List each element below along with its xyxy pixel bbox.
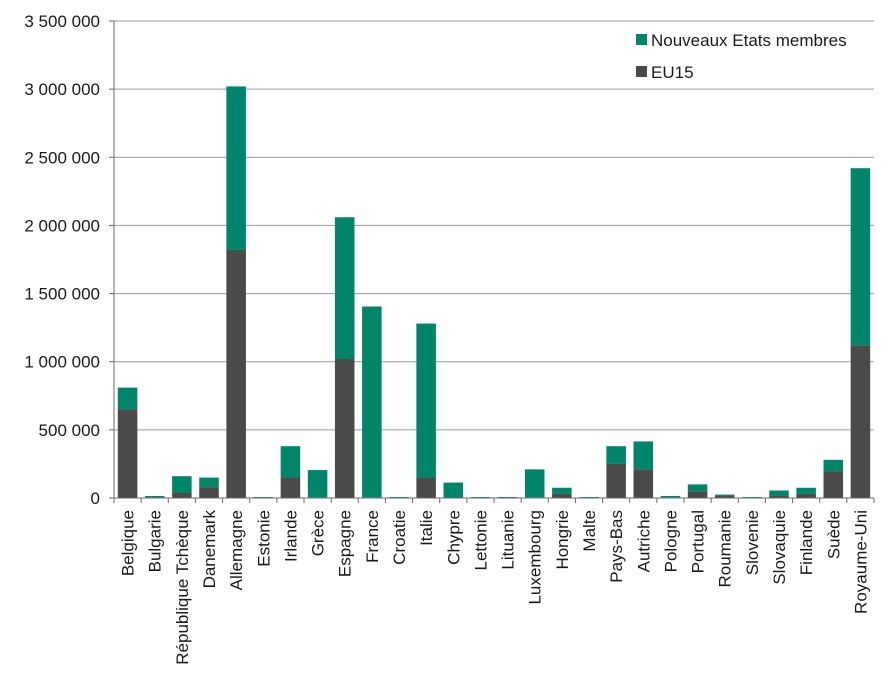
bar-nouveaux-etats-membres: [226, 86, 246, 250]
bar-nouveaux-etats-membres: [307, 470, 328, 498]
bar-nouveaux-etats-membres: [199, 477, 219, 488]
x-tick-label: France: [363, 510, 382, 563]
bar-eu15: [416, 477, 436, 498]
legend-swatch-eu15: [636, 66, 647, 77]
bar-nouveaux-etats-membres: [117, 387, 138, 410]
x-tick-label: Bulgarie: [146, 510, 165, 572]
x-tick-label: Lettonie: [471, 510, 490, 570]
bar-eu15: [606, 463, 626, 498]
bar-nouveaux-etats-membres: [497, 497, 518, 498]
bar-nouveaux-etats-membres: [362, 306, 382, 498]
x-tick-label: Slovaquie: [770, 510, 789, 585]
x-tick-label: Belgique: [119, 510, 138, 576]
bar-nouveaux-etats-membres: [796, 487, 816, 494]
x-tick-label: Slovenie: [743, 510, 762, 575]
x-tick-label: Suède: [824, 510, 843, 559]
x-tick-label: Lituanie: [499, 510, 518, 570]
bar-nouveaux-etats-membres: [524, 469, 545, 498]
bar-nouveaux-etats-membres: [742, 497, 762, 498]
bars: [117, 86, 871, 498]
y-tick-label: 2 000 000: [24, 216, 100, 235]
x-tick-label: Pologne: [661, 510, 680, 572]
bar-nouveaux-etats-membres: [823, 459, 844, 472]
x-tick-label: Croatie: [390, 510, 409, 565]
bar-nouveaux-etats-membres: [579, 497, 599, 498]
bar-nouveaux-etats-membres: [470, 497, 491, 498]
bar-eu15: [633, 469, 654, 498]
bar-nouveaux-etats-membres: [850, 168, 871, 346]
bar-eu15: [552, 493, 572, 498]
legend-label-eu15: EU15: [651, 63, 694, 82]
bar-nouveaux-etats-membres: [416, 323, 436, 478]
x-tick-label: Luxembourg: [526, 510, 545, 605]
bar-nouveaux-etats-membres: [660, 495, 681, 498]
bar-nouveaux-etats-membres: [443, 482, 464, 498]
y-tick-label: 1 000 000: [24, 353, 100, 372]
bar-nouveaux-etats-membres: [172, 476, 192, 493]
bar-nouveaux-etats-membres: [606, 446, 626, 464]
bar-nouveaux-etats-membres: [714, 494, 735, 496]
bar-eu15: [850, 345, 871, 498]
x-tick-label: République Tchèque: [173, 510, 192, 665]
legend: Nouveaux Etats membres EU15: [636, 31, 847, 82]
x-tick-label: Irlande: [281, 510, 300, 562]
bar-eu15: [823, 471, 844, 498]
bar-eu15: [280, 477, 301, 498]
bar-eu15: [226, 249, 246, 498]
bar-eu15: [769, 495, 789, 498]
x-tick-label: Allemagne: [227, 510, 246, 590]
legend-label-nouveaux-etats-membres: Nouveaux Etats membres: [651, 31, 847, 50]
x-tick-label: Grèce: [309, 510, 328, 556]
x-axis-tick-labels: Belgique Bulgarie République Tchèque Danema…: [113, 498, 875, 665]
bar-eu15: [117, 409, 138, 498]
bar-eu15: [687, 491, 708, 498]
y-tick-label: 1 500 000: [24, 285, 100, 304]
x-tick-label: Malte: [580, 510, 599, 552]
bar-eu15: [199, 487, 219, 498]
bar-nouveaux-etats-membres: [280, 446, 301, 478]
x-tick-label: Pays-Bas: [607, 510, 626, 583]
bar-nouveaux-etats-membres: [552, 487, 572, 494]
x-tick-label: Estonie: [254, 510, 273, 567]
x-tick-label: Italie: [417, 510, 436, 546]
legend-swatch-nouveaux-etats-membres: [636, 34, 647, 45]
bar-eu15: [172, 492, 192, 498]
bar-nouveaux-etats-membres: [253, 497, 274, 498]
bar-nouveaux-etats-membres: [769, 490, 789, 496]
x-tick-label: Portugal: [689, 510, 708, 573]
bar-eu15: [796, 493, 816, 498]
bar-nouveaux-etats-membres: [633, 441, 654, 470]
x-tick-label: Royaume-Uni: [851, 510, 870, 614]
y-tick-label: 0: [91, 489, 100, 508]
bar-eu15: [714, 495, 735, 498]
x-tick-label: Danemark: [200, 510, 219, 589]
bar-eu15: [334, 358, 355, 498]
x-tick-label: Finlande: [797, 510, 816, 575]
bar-nouveaux-etats-membres: [144, 495, 165, 498]
y-axis-tick-labels: 0 500 000 1 000 000 1 500 000 2 000 000 2 500…: [24, 12, 114, 508]
x-tick-label: Roumanie: [716, 510, 735, 588]
y-tick-label: 500 000: [39, 421, 100, 440]
y-tick-label: 3 000 000: [24, 80, 100, 99]
bar-nouveaux-etats-membres: [389, 497, 409, 498]
x-tick-label: Chypre: [444, 510, 463, 565]
y-tick-label: 3 500 000: [24, 12, 100, 31]
x-tick-label: Espagne: [336, 510, 355, 577]
x-tick-label: Hongrie: [553, 510, 572, 570]
bar-nouveaux-etats-membres: [687, 484, 708, 492]
bar-nouveaux-etats-membres: [334, 217, 355, 359]
x-tick-label: Autriche: [634, 510, 653, 572]
y-tick-label: 2 500 000: [24, 148, 100, 167]
